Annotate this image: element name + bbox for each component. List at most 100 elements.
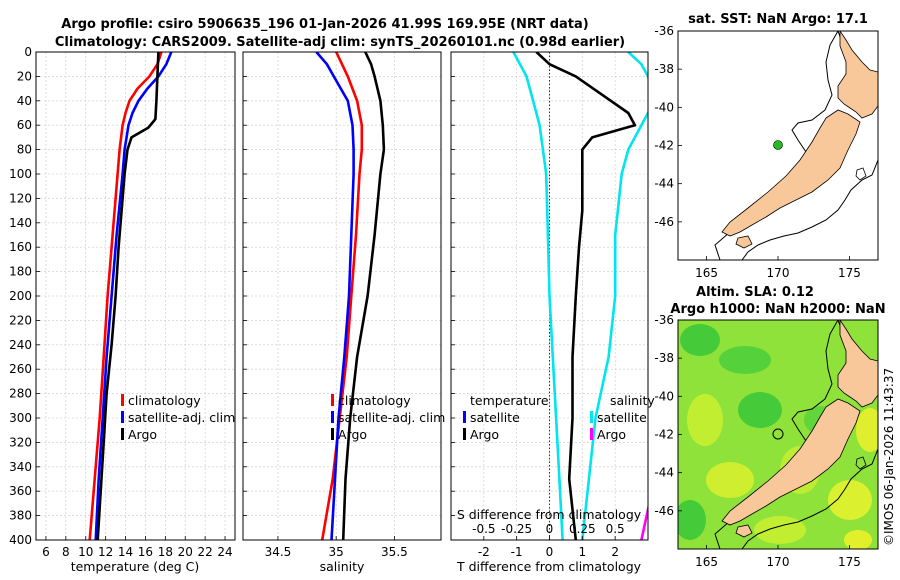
series-argo: [96, 52, 160, 540]
s-legend-satellite-swatch: [331, 411, 334, 423]
map-y-tick-label: -36: [654, 313, 674, 327]
salinity-xlabel: salinity: [320, 559, 365, 574]
series-satellite-adj-clim: [315, 52, 355, 540]
s-legend-argo-swatch: [331, 428, 334, 440]
series-satellite-adj-clim: [94, 52, 173, 540]
y-tick-label: 180: [9, 265, 32, 279]
temperature-panel: 0 20 40 60 80 100 120 140 160 180 200 220 240 260 280 3…: [9, 45, 236, 574]
salinity-lines: [315, 52, 386, 540]
sst-map: sat. SST: NaN Argo: 17.1 165 170 175 -36 -38…: [654, 12, 879, 280]
y-tick-label: 20: [17, 69, 32, 83]
legend-argo-swatch: [121, 428, 124, 440]
s-difference-ticks: -0.5 -0.25 0 0.25 0.5: [472, 522, 625, 536]
difference-ticks: -2 -1 0 1 2: [451, 51, 619, 559]
x-tick-label: 10: [78, 545, 93, 559]
legend-s-argo-label: Argo: [597, 427, 626, 442]
series-climatology: [88, 52, 163, 540]
legend-t-satellite-swatch: [463, 411, 466, 423]
y-tick-label: 280: [9, 387, 32, 401]
series-t-argo: [535, 52, 637, 540]
difference-lines: [512, 52, 648, 540]
legend-t-satellite-label: satellite: [470, 410, 520, 425]
legend-s-argo-swatch: [590, 428, 593, 440]
s-tick-label: -0.25: [501, 522, 532, 536]
map-y-tick-label: -38: [654, 62, 674, 76]
y-tick-label: 380: [9, 509, 32, 523]
s-legend-argo-label: Argo: [338, 427, 367, 442]
sst-map-title: sat. SST: NaN Argo: 17.1: [688, 12, 868, 27]
sla-map-field: [678, 324, 878, 549]
sla-map-ticks: 165 170 175 -36 -38 -40 -42 -44 -46: [654, 313, 860, 569]
s-tick-label: 0: [546, 522, 554, 536]
s-legend-satellite-label: satellite-adj. clim: [338, 410, 445, 425]
temperature-xlabel: temperature (deg C): [71, 559, 200, 574]
legend-satellite-label: satellite-adj. clim: [128, 410, 235, 425]
y-tick-label: 80: [17, 143, 32, 157]
y-tick-label: 60: [17, 118, 32, 132]
map-y-tick-label: -38: [654, 351, 674, 365]
series-t-satellite: [512, 52, 564, 540]
map-x-tick-label: 165: [695, 555, 718, 569]
s-difference-label: S difference from climatology: [457, 507, 642, 522]
map-y-tick-label: -44: [654, 466, 674, 480]
x-tick-label: 8: [62, 545, 70, 559]
legend-salinity-title: salinity: [610, 393, 655, 408]
y-tick-label: 300: [9, 411, 32, 425]
x-tick-label: 6: [42, 545, 50, 559]
legend-climatology-label: climatology: [128, 393, 201, 408]
y-tick-label: 400: [9, 533, 32, 547]
y-tick-label: 340: [9, 460, 32, 474]
sla-map-argo-marker: [772, 428, 784, 440]
map-y-tick-label: -46: [654, 215, 674, 229]
difference-legend: temperature satellite Argo salinity sate…: [463, 393, 655, 442]
map-x-tick-label: 175: [838, 266, 861, 280]
legend-temperature-title: temperature: [470, 393, 549, 408]
y-tick-label: 260: [9, 362, 32, 376]
s-legend-climatology-swatch: [331, 394, 334, 406]
series-s-satellite: [581, 52, 648, 540]
s-tick-label: 0.5: [606, 522, 625, 536]
s-tick-label: 0.25: [569, 522, 596, 536]
legend-s-satellite-swatch: [590, 411, 593, 423]
y-tick-label: 220: [9, 313, 32, 327]
salinity-ticks: 34.5 35 35.5: [243, 51, 408, 559]
x-tick-label: 0: [546, 545, 554, 559]
s-legend-climatology-label: climatology: [338, 393, 411, 408]
x-tick-label: 35.5: [381, 545, 408, 559]
x-tick-label: 35: [329, 545, 344, 559]
map-y-tick-label: -46: [654, 504, 674, 518]
x-tick-label: -2: [478, 545, 490, 559]
map-y-tick-label: -36: [654, 24, 674, 38]
x-tick-label: 20: [178, 545, 193, 559]
x-tick-label: 16: [138, 545, 153, 559]
sst-map-argo-marker: [773, 140, 783, 150]
salinity-panel: 34.5 35 35.5 salinity climatology satellit…: [242, 51, 445, 574]
x-tick-label: 24: [217, 545, 232, 559]
sla-map-title1: Altim. SLA: 0.12: [696, 285, 814, 300]
x-tick-label: 1: [579, 545, 587, 559]
y-tick-label: 120: [9, 191, 32, 205]
figure-title-line2: Climatology: CARS2009. Satellite-adj cli…: [55, 35, 625, 50]
map-x-tick-label: 175: [838, 555, 861, 569]
y-tick-label: 320: [9, 435, 32, 449]
y-tick-label: 160: [9, 240, 32, 254]
y-tick-label: 100: [9, 167, 32, 181]
legend-t-argo-swatch: [463, 428, 466, 440]
sst-map-coastline: [714, 31, 878, 260]
map-x-tick-label: 170: [767, 266, 790, 280]
map-x-tick-label: 165: [695, 266, 718, 280]
temperature-ticks: 0 20 40 60 80 100 120 140 160 180 200 220 240 260 280 3…: [9, 45, 233, 559]
sst-map-ticks: 165 170 175 -36 -38 -40 -42 -44 -46: [654, 24, 860, 280]
legend-argo-label: Argo: [128, 427, 157, 442]
sla-map-coastline: [714, 320, 878, 549]
map-y-tick-label: -40: [654, 100, 674, 114]
x-tick-label: 12: [98, 545, 113, 559]
x-tick-label: 34.5: [265, 545, 292, 559]
temperature-lines: [88, 52, 173, 540]
y-tick-label: 240: [9, 338, 32, 352]
s-tick-label: -0.5: [472, 522, 495, 536]
x-tick-label: -1: [511, 545, 523, 559]
sla-map: Altim. SLA: 0.12 Argo h1000: NaN h2000: …: [654, 285, 885, 569]
legend-s-satellite-label: satellite: [597, 410, 647, 425]
map-y-tick-label: -44: [654, 177, 674, 191]
